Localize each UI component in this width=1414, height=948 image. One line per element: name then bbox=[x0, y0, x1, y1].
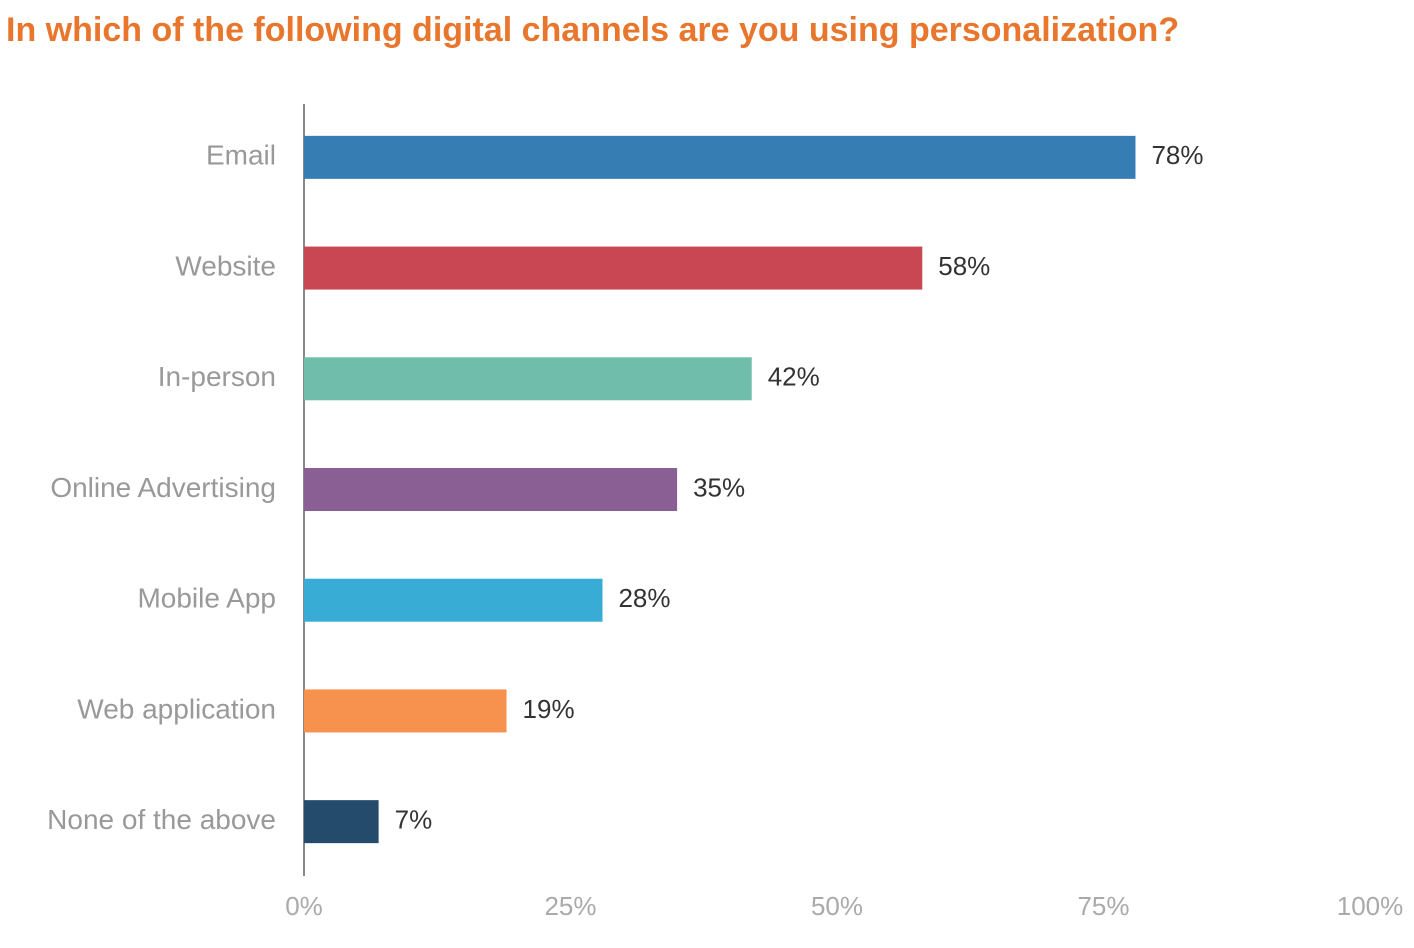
y-tick-label: Email bbox=[206, 140, 276, 171]
value-label: 42% bbox=[768, 362, 820, 392]
y-tick-label: Online Advertising bbox=[50, 472, 276, 503]
x-tick-label: 100% bbox=[1337, 891, 1404, 921]
value-label: 35% bbox=[693, 472, 745, 502]
value-label: 78% bbox=[1151, 140, 1203, 170]
y-tick-label: Web application bbox=[77, 693, 276, 724]
bar bbox=[304, 135, 1136, 179]
chart-title: In which of the following digital channe… bbox=[6, 11, 1179, 49]
x-tick-label: 50% bbox=[811, 891, 863, 921]
bar bbox=[304, 246, 923, 290]
y-tick-label: In-person bbox=[158, 361, 276, 392]
y-tick-label: Mobile App bbox=[137, 583, 276, 614]
value-label: 58% bbox=[938, 251, 990, 281]
x-tick-label: 0% bbox=[285, 891, 323, 921]
value-label: 7% bbox=[395, 805, 433, 835]
bar bbox=[304, 357, 752, 401]
bar bbox=[304, 689, 507, 733]
bar bbox=[304, 800, 379, 844]
bar bbox=[304, 578, 603, 622]
x-tick-label: 25% bbox=[544, 891, 596, 921]
x-tick-label: 75% bbox=[1077, 891, 1129, 921]
value-label: 19% bbox=[523, 694, 575, 724]
bar bbox=[304, 468, 678, 511]
y-tick-label: Website bbox=[175, 250, 276, 281]
y-tick-label: None of the above bbox=[47, 804, 276, 835]
value-label: 28% bbox=[618, 583, 670, 613]
